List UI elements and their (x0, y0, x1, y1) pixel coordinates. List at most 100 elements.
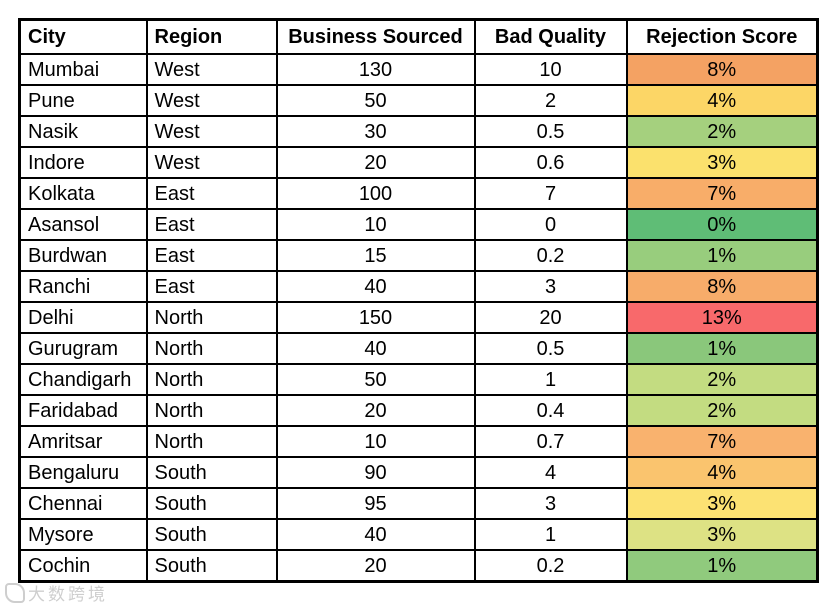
table-row: Pune West 50 2 4% (18, 84, 819, 117)
table-row: Nasik West 30 0.5 2% (18, 115, 819, 148)
cell-bad_quality: 0.2 (473, 549, 628, 583)
cell-region: West (145, 84, 278, 117)
table-row: Chennai South 95 3 3% (18, 487, 819, 520)
cell-business_sourced: 20 (275, 394, 476, 427)
cell-city: Mysore (18, 518, 148, 551)
cell-bad_quality: 4 (473, 456, 628, 489)
cell-business_sourced: 95 (275, 487, 476, 520)
cell-business_sourced: 20 (275, 146, 476, 179)
cell-business_sourced: 40 (275, 518, 476, 551)
cell-city: Pune (18, 84, 148, 117)
cell-city: Chennai (18, 487, 148, 520)
cell-bad_quality: 1 (473, 518, 628, 551)
rejection-score-cell: 3% (625, 487, 819, 520)
cell-bad_quality: 1 (473, 363, 628, 396)
cell-region: North (145, 332, 278, 365)
cell-business_sourced: 10 (275, 208, 476, 241)
cell-region: West (145, 115, 278, 148)
table-row: Ranchi East 40 3 8% (18, 270, 819, 303)
rejection-score-cell: 4% (625, 456, 819, 489)
cell-bad_quality: 20 (473, 301, 628, 334)
table-row: Delhi North 150 20 13% (18, 301, 819, 334)
cell-business_sourced: 15 (275, 239, 476, 272)
cell-city: Faridabad (18, 394, 148, 427)
cell-city: Cochin (18, 549, 148, 583)
cell-business_sourced: 10 (275, 425, 476, 458)
column-header-region: Region (145, 18, 278, 55)
cell-city: Kolkata (18, 177, 148, 210)
table-row: Bengaluru South 90 4 4% (18, 456, 819, 489)
rejection-score-cell: 0% (625, 208, 819, 241)
cell-bad_quality: 0.4 (473, 394, 628, 427)
rejection-score-cell: 2% (625, 394, 819, 427)
table-row: Mysore South 40 1 3% (18, 518, 819, 551)
rejection-score-cell: 7% (625, 177, 819, 210)
table-row: Cochin South 20 0.2 1% (18, 549, 819, 583)
cell-business_sourced: 100 (275, 177, 476, 210)
cell-bad_quality: 2 (473, 84, 628, 117)
cell-city: Chandigarh (18, 363, 148, 396)
table-row: Asansol East 10 0 0% (18, 208, 819, 241)
table-row: Mumbai West 130 10 8% (18, 53, 819, 86)
cell-bad_quality: 0.6 (473, 146, 628, 179)
cell-region: East (145, 208, 278, 241)
watermark-logo-icon (5, 582, 25, 603)
cell-region: West (145, 146, 278, 179)
cell-bad_quality: 0.5 (473, 332, 628, 365)
cell-business_sourced: 130 (275, 53, 476, 86)
cell-region: South (145, 456, 278, 489)
cell-city: Gurugram (18, 332, 148, 365)
rejection-score-cell: 3% (625, 518, 819, 551)
cell-bad_quality: 3 (473, 270, 628, 303)
cell-city: Burdwan (18, 239, 148, 272)
column-header-business_sourced: Business Sourced (275, 18, 476, 55)
rejection-score-cell: 13% (625, 301, 819, 334)
cell-business_sourced: 20 (275, 549, 476, 583)
cell-region: North (145, 394, 278, 427)
rejection-score-cell: 1% (625, 332, 819, 365)
cell-bad_quality: 0 (473, 208, 628, 241)
cell-city: Delhi (18, 301, 148, 334)
column-header-city: City (18, 18, 148, 55)
cell-region: South (145, 487, 278, 520)
cell-region: North (145, 301, 278, 334)
cell-region: South (145, 549, 278, 583)
cell-business_sourced: 30 (275, 115, 476, 148)
cell-business_sourced: 50 (275, 363, 476, 396)
watermark-text: 大数跨境 (28, 585, 108, 604)
table-row: Burdwan East 15 0.2 1% (18, 239, 819, 272)
table-row: Faridabad North 20 0.4 2% (18, 394, 819, 427)
cell-business_sourced: 50 (275, 84, 476, 117)
cell-city: Ranchi (18, 270, 148, 303)
table-row: Amritsar North 10 0.7 7% (18, 425, 819, 458)
cell-bad_quality: 0.5 (473, 115, 628, 148)
cell-city: Nasik (18, 115, 148, 148)
cell-business_sourced: 40 (275, 332, 476, 365)
cell-region: East (145, 177, 278, 210)
cell-region: West (145, 53, 278, 86)
rejection-score-cell: 7% (625, 425, 819, 458)
cell-city: Bengaluru (18, 456, 148, 489)
rejection-score-cell: 8% (625, 53, 819, 86)
rejection-score-cell: 1% (625, 549, 819, 583)
cell-city: Asansol (18, 208, 148, 241)
cell-region: North (145, 363, 278, 396)
cell-city: Mumbai (18, 53, 148, 86)
cell-bad_quality: 0.2 (473, 239, 628, 272)
rejection-score-cell: 2% (625, 115, 819, 148)
table-row: Indore West 20 0.6 3% (18, 146, 819, 179)
rejection-score-table: City Region Business Sourced Bad Quality Rej… (18, 18, 819, 583)
cell-region: South (145, 518, 278, 551)
rejection-score-cell: 3% (625, 146, 819, 179)
table-body: Mumbai West 130 10 8% Pune West 50 2 4% Nasik West 3… (18, 53, 819, 583)
cell-business_sourced: 150 (275, 301, 476, 334)
rejection-score-cell: 2% (625, 363, 819, 396)
table-row: Chandigarh North 50 1 2% (18, 363, 819, 396)
watermark: 大数跨境 (5, 580, 108, 605)
cell-bad_quality: 10 (473, 53, 628, 86)
table-header: City Region Business Sourced Bad Quality Rej… (18, 18, 819, 55)
cell-region: East (145, 239, 278, 272)
cell-bad_quality: 0.7 (473, 425, 628, 458)
cell-region: North (145, 425, 278, 458)
cell-business_sourced: 90 (275, 456, 476, 489)
